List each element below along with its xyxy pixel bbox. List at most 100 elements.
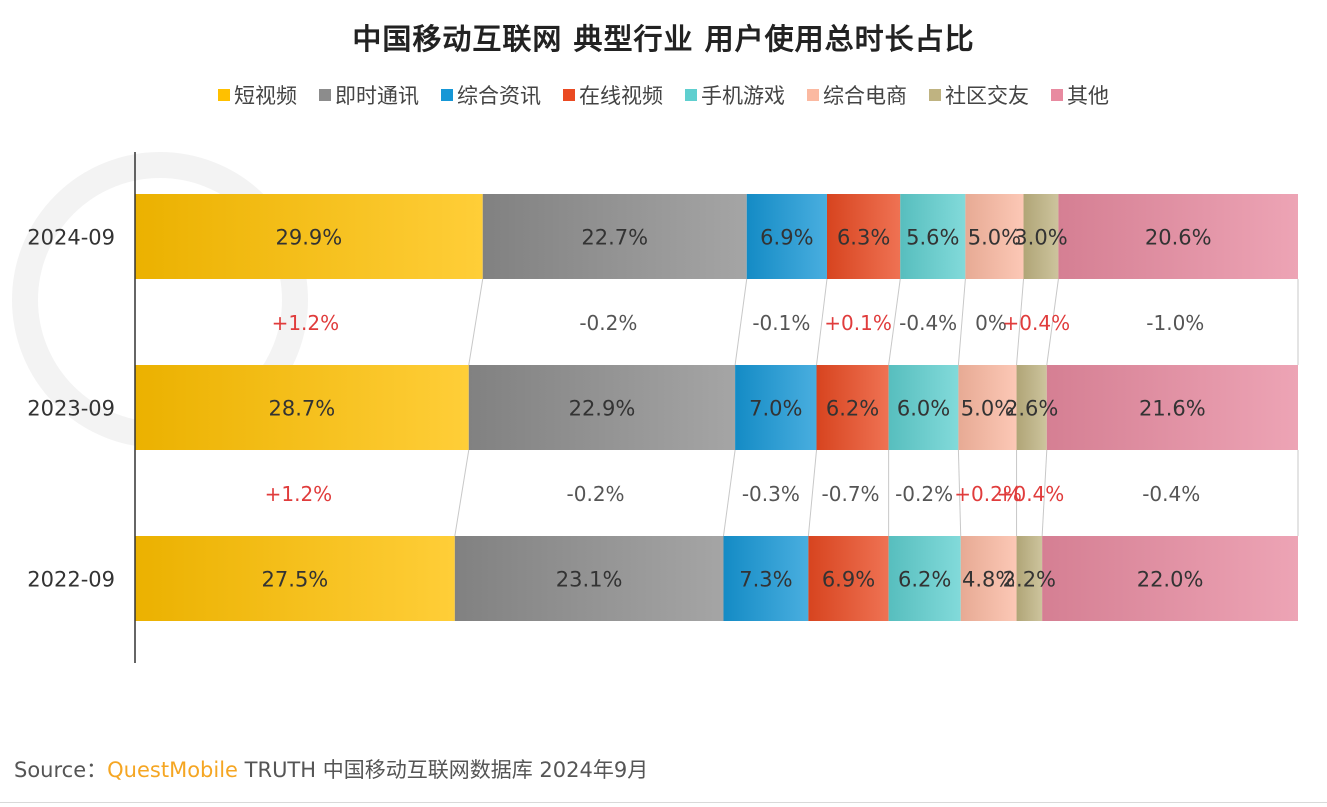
source-line: Source：QuestMobile TRUTH 中国移动互联网数据库 2024… (14, 754, 648, 784)
bar-value-label: 2.6% (1005, 397, 1058, 421)
change-label: +1.2% (265, 482, 333, 506)
legend-swatch (807, 89, 819, 101)
connector-line (816, 278, 828, 366)
change-label: +0.2% (954, 482, 1022, 506)
bar-segment (965, 194, 1024, 279)
bar-segment (900, 194, 966, 279)
connector-line (888, 278, 901, 366)
bar-segment (888, 536, 961, 621)
legend-item: 综合电商 (807, 80, 907, 110)
bar-value-label: 6.0% (897, 397, 950, 421)
bar-segment (1023, 194, 1059, 279)
legend-item: 在线视频 (563, 80, 663, 110)
bar-segment (135, 365, 469, 450)
bar-segment (454, 536, 724, 621)
change-label: 0% (975, 311, 1007, 335)
bar-segment (826, 194, 901, 279)
legend-swatch (685, 89, 697, 101)
bar-segment (746, 194, 827, 279)
chart-title: 中国移动互联网 典型行业 用户使用总时长占比 (352, 22, 975, 56)
connector-line (454, 449, 470, 537)
bar-value-label: 21.6% (1139, 397, 1206, 421)
bar-value-label: 2.2% (1003, 568, 1056, 592)
legend-label: 即时通讯 (335, 84, 419, 108)
change-label: -0.3% (742, 482, 800, 506)
legend-item: 即时通讯 (319, 80, 419, 110)
bar-value-label: 28.7% (269, 397, 336, 421)
legend-swatch (1051, 89, 1063, 101)
connector-line (957, 278, 966, 366)
legend-label: 综合电商 (823, 84, 907, 108)
source-brand: QuestMobile (107, 758, 238, 782)
bar-value-label: 22.9% (569, 397, 636, 421)
bar-segment (1058, 194, 1298, 279)
category-label: 2022-09 (27, 568, 115, 592)
change-label: +1.2% (272, 311, 340, 335)
legend-swatch (218, 89, 230, 101)
source-text: TRUTH 中国移动互联网数据库 2024年9月 (237, 758, 649, 782)
connector-line (734, 278, 748, 366)
bar-segment (816, 365, 889, 450)
bar-segment (482, 194, 747, 279)
bar-value-label: 22.7% (581, 226, 648, 250)
change-label: +0.1% (824, 311, 892, 335)
bar-value-label: 6.2% (898, 568, 951, 592)
bar-segment (735, 365, 817, 450)
bar-value-label: 6.3% (837, 226, 890, 250)
bar-value-label: 6.2% (826, 397, 879, 421)
bar-value-label: 7.0% (749, 397, 802, 421)
legend-label: 手机游戏 (701, 84, 785, 108)
bar-value-label: 5.6% (906, 226, 959, 250)
bar-value-label: 5.0% (961, 397, 1014, 421)
legend-item: 综合资讯 (441, 80, 541, 110)
legend-item: 手机游戏 (685, 80, 785, 110)
bar-value-label: 20.6% (1145, 226, 1212, 250)
legend-swatch (319, 89, 331, 101)
change-label: -0.2% (579, 311, 637, 335)
legend-swatch (929, 89, 941, 101)
change-label: -0.4% (1142, 482, 1200, 506)
bar-value-label: 7.3% (739, 568, 792, 592)
bar-value-label: 27.5% (262, 568, 329, 592)
bar-segment (1042, 536, 1298, 621)
connector-line (468, 278, 484, 366)
stacked-bar-chart: 29.9% 22.7% 6.9% 6.3% 5.6% 5.0%3.0% 20.6%2024-… (12, 152, 1299, 663)
legend-label: 综合资讯 (457, 84, 541, 108)
bar-value-label: 22.0% (1137, 568, 1204, 592)
legend-swatch (563, 89, 575, 101)
connector-line (1046, 278, 1059, 366)
change-label: -0.2% (895, 482, 953, 506)
bar-value-label: 23.1% (556, 568, 623, 592)
source-prefix: Source： (14, 758, 108, 782)
bar-segment (468, 365, 736, 450)
bar-value-label: 6.9% (760, 226, 813, 250)
change-label: -0.4% (899, 311, 957, 335)
legend-label: 社区交友 (945, 84, 1029, 108)
bar-value-label: 6.9% (822, 568, 875, 592)
category-label: 2023-09 (27, 397, 115, 421)
connector-line (1041, 449, 1048, 537)
bar-segment (135, 536, 455, 621)
connector-line (957, 449, 962, 537)
change-label: -0.7% (822, 482, 880, 506)
bar-segment (888, 365, 959, 450)
bar-segment (958, 365, 1017, 450)
change-label: -0.2% (567, 482, 625, 506)
bar-value-label: 29.9% (276, 226, 343, 250)
bar-segment (1016, 365, 1047, 450)
legend-label: 在线视频 (579, 84, 663, 108)
legend-item: 其他 (1051, 80, 1109, 110)
legend: 短视频 即时通讯 综合资讯 在线视频 手机游戏 综合电商 社区交友 其他 (0, 80, 1327, 110)
bar-value-label: 4.8% (962, 568, 1015, 592)
change-label: -1.0% (1146, 311, 1204, 335)
bar-segment (960, 536, 1017, 621)
bar-segment (1016, 536, 1043, 621)
legend-swatch (441, 89, 453, 101)
change-label: -0.1% (752, 311, 810, 335)
change-label: +0.4% (1003, 311, 1071, 335)
bar-segment (135, 194, 483, 279)
connector-line (722, 449, 736, 537)
legend-label: 其他 (1067, 84, 1109, 108)
legend-label: 短视频 (234, 84, 297, 108)
bar-segment (808, 536, 889, 621)
